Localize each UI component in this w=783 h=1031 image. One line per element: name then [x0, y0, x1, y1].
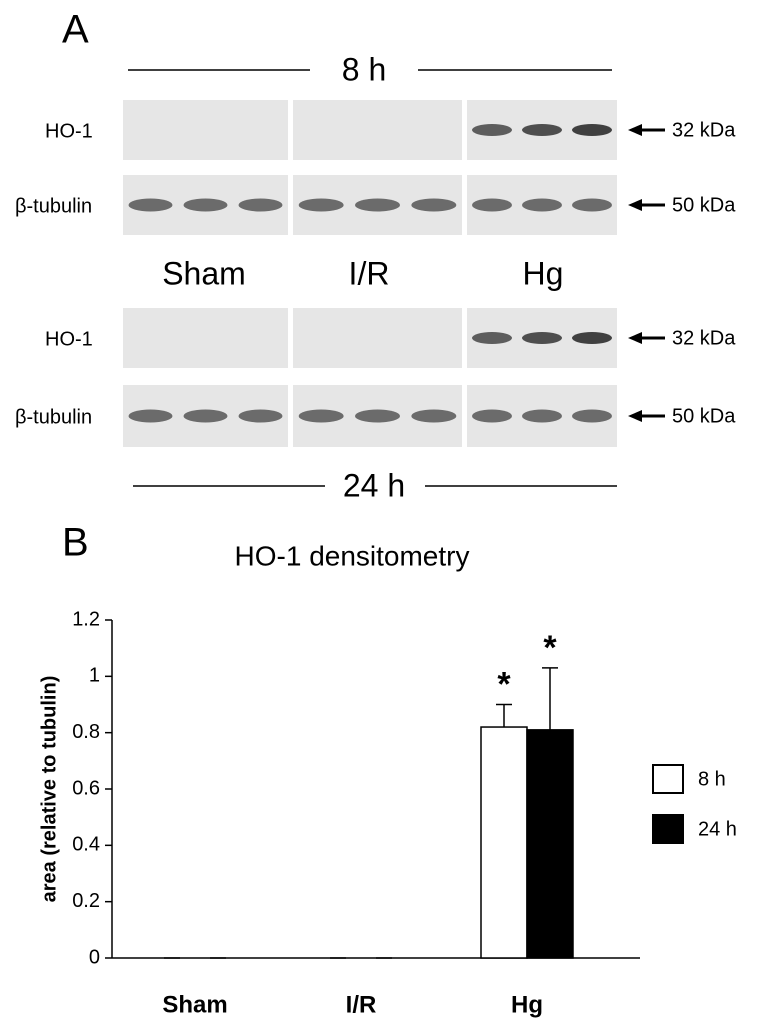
band [298, 409, 344, 423]
bar [480, 726, 528, 959]
band [472, 409, 512, 423]
y-axis-label: area (relative to tubulin) [38, 676, 60, 903]
size-label: 50 kDa [672, 405, 736, 427]
blot-strip [293, 100, 462, 160]
band [522, 332, 562, 344]
row-label: β-tubulin [15, 195, 92, 217]
legend-swatch [652, 814, 684, 844]
band [522, 124, 562, 136]
size-label: 50 kDa [672, 194, 736, 216]
band [128, 198, 173, 212]
y-tick-label: 0.6 [72, 777, 100, 799]
annotation: * [543, 629, 557, 667]
time-label: 8 h [342, 51, 386, 87]
band [411, 198, 457, 212]
y-tick-label: 0.8 [72, 721, 100, 743]
x-tick-label: Hg [511, 991, 543, 1018]
error-bar [542, 667, 558, 730]
band [354, 198, 401, 212]
band [572, 198, 612, 212]
band [572, 332, 612, 344]
band [354, 409, 401, 423]
arrow-head [628, 199, 642, 211]
blot: HO-1 32 kDa β-tubulin 50 kDa HO-1 32 kDa β-tub… [15, 100, 736, 447]
y-tick-label: 0.4 [72, 834, 100, 856]
arrow-head [628, 124, 642, 136]
row-label: HO-1 [45, 328, 93, 350]
band [128, 409, 173, 423]
band [411, 409, 457, 423]
legend-label: 8 h [698, 768, 726, 790]
arrow-head [628, 410, 642, 422]
band [183, 409, 228, 423]
band [183, 198, 228, 212]
band [298, 198, 344, 212]
bar [526, 729, 574, 959]
band [472, 332, 512, 344]
y-tick-label: 0 [89, 946, 100, 968]
panel-letter: B [62, 521, 89, 565]
band [522, 198, 562, 212]
error-bar [496, 703, 512, 728]
arrow-head [628, 332, 642, 344]
blot-strip [123, 100, 288, 160]
band [572, 409, 612, 423]
chart-title: HO-1 densitometry [235, 540, 470, 571]
group-label: I/R [349, 255, 390, 291]
blot-strip [293, 308, 462, 368]
band [522, 409, 562, 423]
x-tick-label: Sham [162, 991, 227, 1018]
group-label: Sham [162, 255, 246, 291]
panel-letter: A [62, 8, 89, 52]
time-label: 24 h [343, 467, 405, 503]
band [572, 124, 612, 136]
row-label: HO-1 [45, 120, 93, 142]
y-tick-label: 1.2 [72, 608, 100, 630]
band [238, 198, 283, 212]
legend-swatch [652, 764, 684, 794]
size-label: 32 kDa [672, 327, 736, 349]
band [472, 198, 512, 212]
band [472, 124, 512, 136]
row-label: β-tubulin [15, 406, 92, 428]
size-label: 32 kDa [672, 119, 736, 141]
blot-strip [123, 308, 288, 368]
annotation: * [497, 665, 511, 703]
band [238, 409, 283, 423]
y-tick-label: 0.2 [72, 890, 100, 912]
group-label: Hg [523, 255, 564, 291]
legend-label: 24 h [698, 818, 737, 840]
x-tick-label: I/R [346, 991, 377, 1018]
y-tick-label: 1 [89, 665, 100, 687]
